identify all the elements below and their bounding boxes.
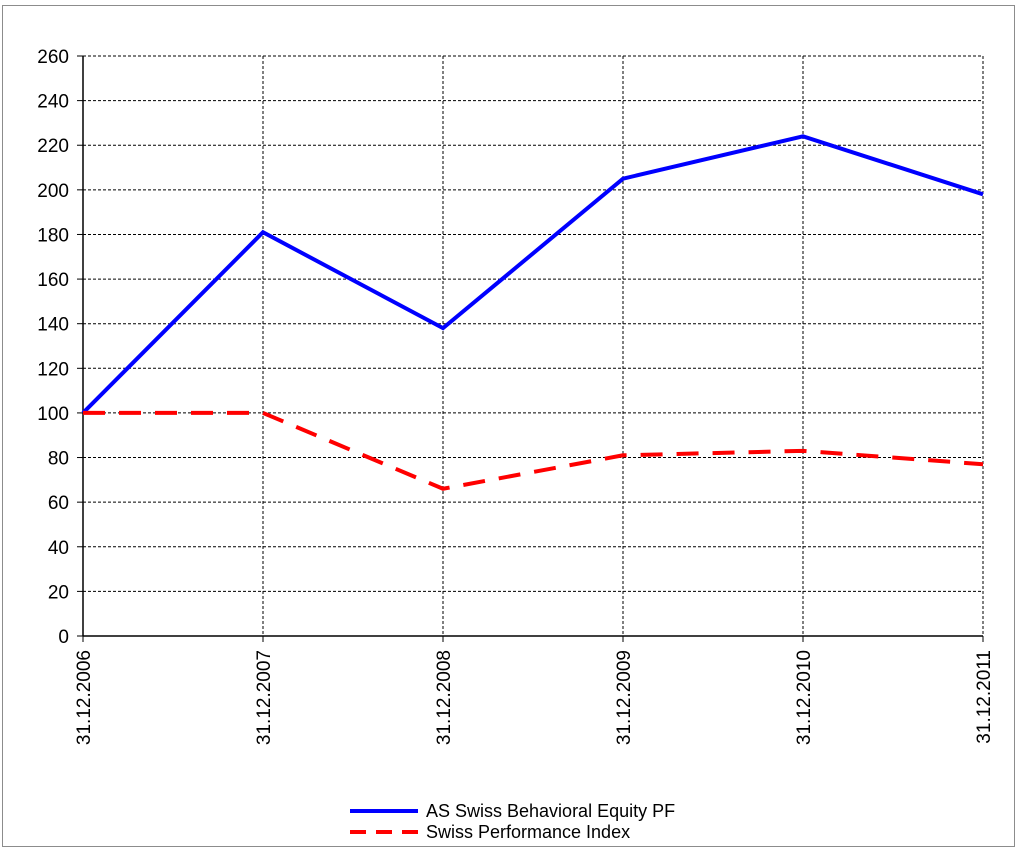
y-tick-label: 100 — [37, 404, 69, 425]
y-tick-label: 80 — [48, 449, 69, 470]
x-tick-label: 31.12.2008 — [434, 650, 455, 745]
x-axis-ticks: 31.12.2006 31.12.2007 31.12.2008 31.12.2009… — [74, 650, 995, 745]
grid-lines — [83, 55, 984, 636]
y-tick-label: 60 — [48, 493, 69, 514]
series-lines — [81, 134, 984, 491]
y-tick-label: 200 — [37, 181, 69, 202]
y-tick-label: 40 — [48, 538, 69, 559]
y-tick-label: 260 — [37, 47, 69, 68]
y-axis-ticks: 0 20 40 60 80 100 120 140 160 180 200 220 240 260 — [37, 47, 69, 648]
legend-label-behavioral-equity: AS Swiss Behavioral Equity PF — [426, 801, 675, 821]
y-tick-label: 160 — [37, 270, 69, 291]
series-line-behavioral-equity — [81, 134, 984, 415]
axes — [77, 55, 984, 642]
legend-label-swiss-performance-index: Swiss Performance Index — [426, 822, 630, 842]
y-tick-label: 240 — [37, 92, 69, 113]
x-tick-label: 31.12.2010 — [794, 650, 815, 745]
y-tick-label: 0 — [58, 627, 69, 648]
x-tick-label: 31.12.2007 — [254, 650, 275, 745]
x-tick-label: 31.12.2011 — [974, 650, 995, 744]
x-tick-label: 31.12.2009 — [614, 650, 635, 745]
legend: AS Swiss Behavioral Equity PF Swiss Perf… — [350, 801, 675, 842]
x-tick-label: 31.12.2006 — [74, 650, 95, 745]
y-tick-label: 140 — [37, 315, 69, 336]
y-tick-label: 120 — [37, 359, 69, 380]
y-tick-label: 20 — [48, 582, 69, 603]
y-tick-label: 220 — [37, 136, 69, 157]
y-tick-label: 180 — [37, 225, 69, 246]
series-line-swiss-performance-index — [83, 410, 984, 491]
